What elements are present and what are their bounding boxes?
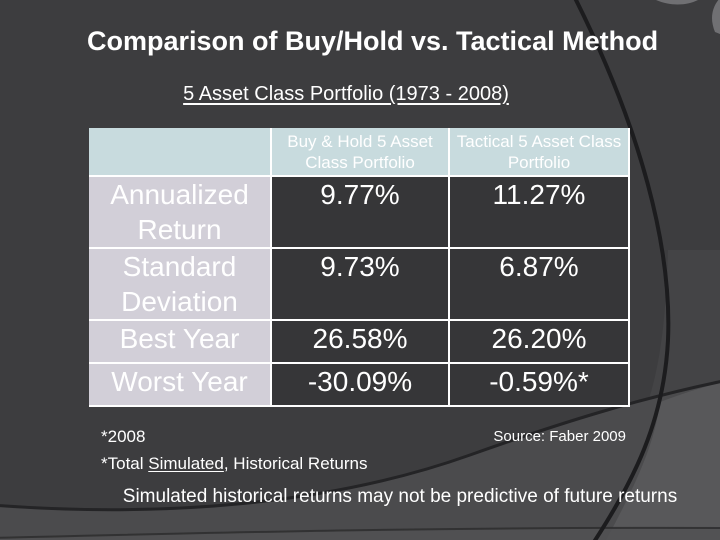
corner-sliver-right (712, 0, 720, 34)
row-label-worst-year: Worst Year (89, 362, 272, 407)
row-label-best-year: Best Year (89, 319, 272, 364)
swoosh-shape (0, 381, 720, 540)
page-title: Comparison of Buy/Hold vs. Tactical Meth… (87, 26, 659, 56)
arc-right-shade (648, 250, 720, 402)
table-row: Standard Deviation 9.73% 6.87% (89, 247, 630, 321)
bottom-strip-shape (0, 527, 720, 540)
comparison-table: Buy & Hold 5 Asset Class Portfolio Tacti… (89, 128, 630, 407)
value-cell: -0.59%* (448, 362, 630, 407)
table-header-row: Buy & Hold 5 Asset Class Portfolio Tacti… (89, 128, 630, 177)
value-cell: 26.20% (448, 319, 630, 364)
value-cell: 9.77% (270, 175, 450, 249)
corner-wedge-shape (606, 382, 720, 540)
table-row: Worst Year -30.09% -0.59%* (89, 362, 630, 407)
table-row: Annualized Return 9.77% 11.27% (89, 175, 630, 249)
value-cell: 9.73% (270, 247, 450, 321)
column-header-tactical: Tactical 5 Asset Class Portfolio (448, 128, 630, 177)
circle-arc-line (573, 0, 671, 540)
slide-subtitle: 5 Asset Class Portfolio (1973 - 2008) (183, 83, 509, 105)
footnote-total-simulated: *Total Simulated, Historical Returns (101, 454, 367, 474)
row-label-annualized-return: Annualized Return (89, 175, 272, 249)
value-cell: 11.27% (448, 175, 630, 249)
value-cell: 6.87% (448, 247, 630, 321)
footnote-underlined-word: Simulated (148, 454, 224, 473)
column-header-buy-hold: Buy & Hold 5 Asset Class Portfolio (270, 128, 450, 177)
source-attribution: Source: Faber 2009 (493, 428, 626, 445)
footnote-2008: *2008 (101, 427, 146, 446)
row-label-standard-deviation: Standard Deviation (89, 247, 272, 321)
corner-sliver-top (656, 0, 698, 5)
disclaimer-text: Simulated historical returns may not be … (122, 486, 678, 507)
table-corner-cell (89, 128, 272, 177)
footnote-suffix: , Historical Returns (223, 454, 368, 473)
table-row: Best Year 26.58% 26.20% (89, 319, 630, 364)
footnote-prefix: *Total (101, 454, 149, 473)
value-cell: -30.09% (270, 362, 450, 407)
swoosh-edge-line (0, 380, 720, 512)
value-cell: 26.58% (270, 319, 450, 364)
